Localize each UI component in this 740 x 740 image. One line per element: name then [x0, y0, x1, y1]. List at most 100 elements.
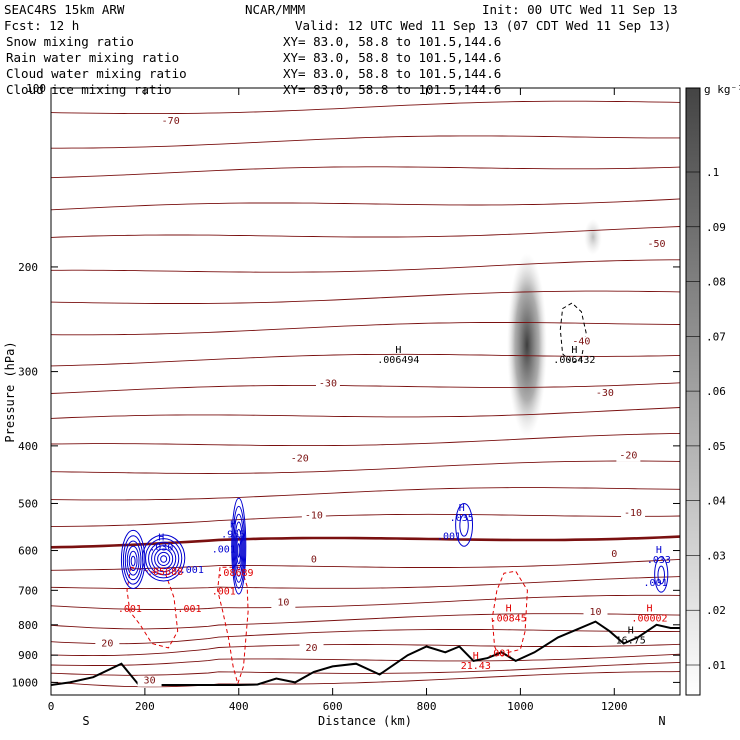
extremum-marker: H [656, 545, 662, 556]
extremum-value: .00002 [631, 614, 667, 625]
cloud-contour [142, 534, 186, 582]
legend-xy-2: XY= 83.0, 58.8 to 101.5,144.6 [283, 66, 501, 81]
temperature-label: 30 [144, 676, 156, 687]
extremum-value: .001 [177, 604, 201, 615]
label-bg [616, 450, 641, 462]
temperature-label: -70 [162, 116, 180, 127]
label-bg [569, 336, 594, 348]
temperature-label: -40 [572, 336, 590, 347]
cloud-contour [120, 529, 146, 589]
x-tick-400: 400 [229, 700, 249, 713]
colorbar-tick-6: .07 [706, 330, 726, 343]
y-axis-label: Pressure (hPa) [3, 341, 17, 442]
cloud-contour [237, 543, 241, 558]
forecast-hour: Fcst: 12 h [4, 18, 79, 33]
extremum-value: .001 [644, 578, 668, 589]
y-tick-500: 500 [18, 497, 38, 510]
legend-field-1: Rain water mixing ratio [6, 50, 179, 65]
cloud-contour [151, 545, 177, 573]
contour-labels: -70 -60 -50 -40 -30 -30 -20 -20 -10 -10 0 0 10 10 20 20… [95, 80, 671, 687]
y-tick-600: 600 [18, 545, 38, 558]
cloud-contour [233, 513, 245, 583]
field-legend: Snow mixing ratio XY= 83.0, 58.8 to 101.5… [6, 34, 501, 97]
temperature-contour [51, 594, 680, 610]
temperature-contour [51, 535, 680, 549]
extremum-marker: H [571, 345, 577, 356]
temperature-label: 20 [101, 638, 113, 649]
colorbar-tick-5: .06 [706, 385, 726, 398]
model-title: SEAC4RS 15km ARW [4, 2, 125, 17]
extremum-marker: H [506, 604, 512, 615]
cloud-water-contours [120, 497, 669, 595]
label-bg [644, 238, 669, 250]
extremum-value: .030 [149, 543, 173, 554]
temperature-label: -10 [624, 508, 642, 519]
cloud-contour [145, 538, 183, 579]
temperature-contour [51, 322, 680, 336]
label-bg [137, 675, 162, 687]
extremum-value: .033 [647, 555, 671, 566]
temperature-contour [51, 226, 680, 238]
extremum-value: 21.43 [461, 661, 491, 672]
cloud-contour [148, 541, 180, 576]
cloud-contour [126, 545, 140, 576]
temperature-contour [51, 576, 680, 590]
colorbar-tick-7: .08 [706, 276, 726, 289]
temperature-contour [51, 629, 680, 645]
colorbar-tick-4: .05 [706, 440, 726, 453]
temperature-contour [51, 382, 680, 394]
temperature-contour [51, 653, 680, 666]
temperature-contour [51, 613, 680, 630]
cloud-contour [236, 536, 242, 565]
colorbar-tick-9: .1 [706, 166, 719, 179]
temperature-contour [51, 135, 680, 149]
y-tick-300: 300 [18, 366, 38, 379]
temperature-contour [51, 198, 680, 211]
cloud-contour [657, 565, 666, 585]
extremum-marker: H [628, 625, 634, 636]
temperature-contour [51, 259, 680, 273]
temperature-contour [51, 407, 680, 419]
colorbar-tick-0: .01 [706, 659, 726, 672]
colorbar-tick-8: .09 [706, 221, 726, 234]
label-bg [271, 597, 296, 609]
y-tick-200: 200 [18, 261, 38, 274]
extremum-value: .001 [212, 587, 236, 598]
temperature-label: -10 [305, 511, 323, 522]
x-tick-800: 800 [417, 700, 437, 713]
x-tick-0: 0 [48, 700, 55, 713]
extremum-value: .001 [487, 649, 511, 660]
temperature-contour [51, 432, 680, 447]
extremum-marker: H [473, 651, 479, 662]
cloud-contour [232, 505, 246, 589]
extremum-marker: H [230, 519, 236, 530]
x-tick-1200: 1200 [601, 700, 628, 713]
rain-contour [559, 302, 587, 364]
org-title: NCAR/MMM [245, 2, 305, 17]
south-endpoint: S [82, 714, 89, 728]
extremum-value: 16.75 [616, 635, 646, 646]
rain-contours [126, 302, 587, 686]
colorbar-tick-1: .02 [706, 604, 726, 617]
extremum-marker: H [459, 503, 465, 514]
legend-field-3: Cloud ice mixing ratio [6, 82, 172, 97]
y-tick-900: 900 [18, 649, 38, 662]
temperature-label: -60 [638, 80, 656, 91]
extremum-value: .08689 [217, 568, 253, 579]
temperature-label: -50 [647, 239, 665, 250]
cloud-contour [455, 502, 474, 547]
cloud-contour [157, 551, 171, 566]
temperature-label: 0 [611, 549, 617, 560]
cloud-contour [459, 514, 469, 537]
plot-frame [50, 87, 681, 696]
colorbar-tick-3: .04 [706, 495, 726, 508]
cloud-contour [154, 548, 174, 570]
valid-time: Valid: 12 UTC Wed 11 Sep 13 (07 CDT Wed … [295, 18, 671, 33]
colorbar-ticks: .01 .02 .03 .04 .05 .06 .07 .08 .09 .1 [686, 166, 726, 672]
legend-xy-0: XY= 83.0, 58.8 to 101.5,144.6 [283, 34, 501, 49]
temperature-contour [51, 100, 680, 115]
extremum-marker: H [646, 604, 652, 615]
label-bg [301, 554, 326, 566]
distance-axis: 0 200 400 600 800 1000 1200 [48, 88, 628, 713]
